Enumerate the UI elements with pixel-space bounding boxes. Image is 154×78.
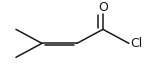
Text: Cl: Cl [130,37,143,50]
Text: O: O [98,1,108,14]
